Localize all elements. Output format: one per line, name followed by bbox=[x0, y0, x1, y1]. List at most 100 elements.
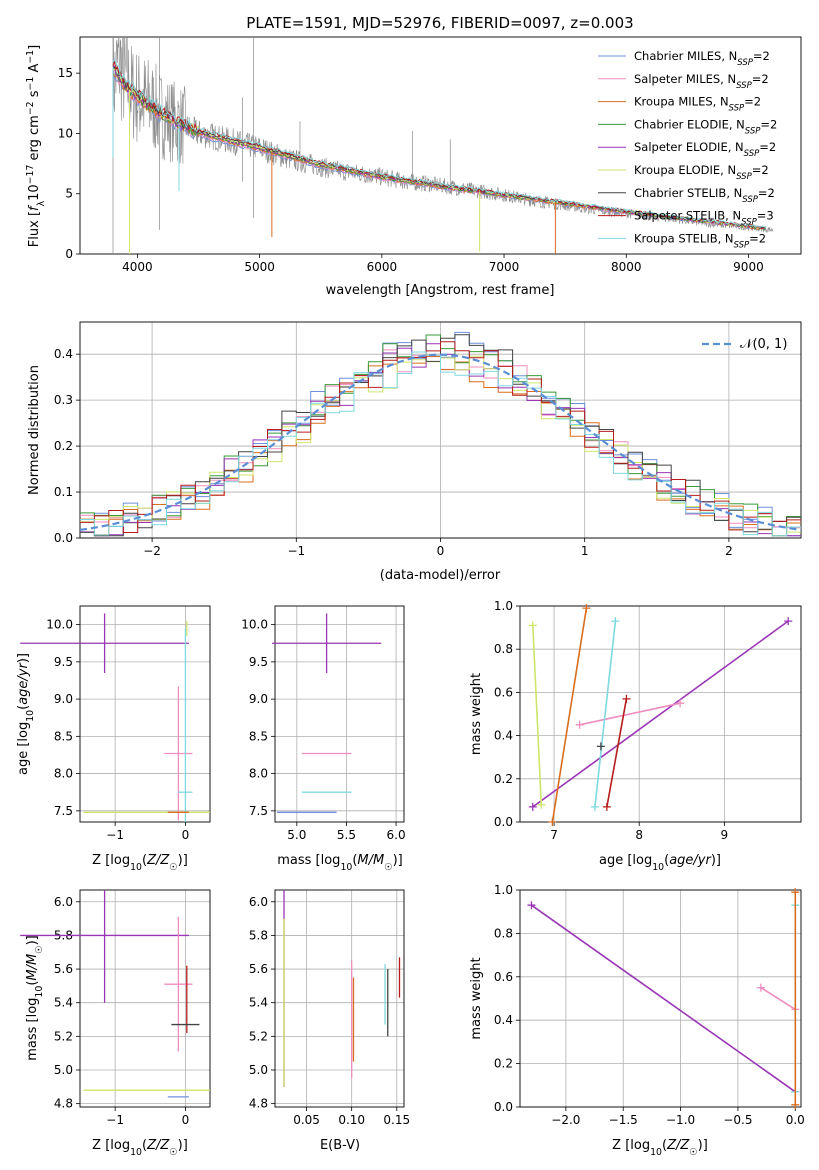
y-tick-label: 0.3 bbox=[54, 393, 73, 407]
x-axis-label: (data-model)/error bbox=[380, 568, 501, 583]
mass-ebv-axes: 0.05 0.10 0.15 4.8 5.0 5.2 5.4 5.6 5.8 6.0 bbox=[249, 889, 410, 1127]
y-axis-label: mass weight bbox=[469, 673, 484, 755]
x-tick-label: −2 bbox=[143, 544, 161, 558]
x-tick-label: 5.5 bbox=[337, 828, 356, 842]
legend-label: Salpeter STELIB, NSSP=3 bbox=[634, 209, 774, 228]
y-tick-label: 5.0 bbox=[249, 1063, 268, 1077]
weight-marker bbox=[582, 604, 591, 613]
x-axis-label: wavelength [Angstrom, rest frame] bbox=[326, 283, 555, 298]
x-tick-label: 0 bbox=[437, 544, 445, 558]
gaussian-curve bbox=[80, 353, 801, 531]
weight-marker bbox=[596, 742, 605, 751]
x-tick-label: −1 bbox=[106, 1113, 124, 1127]
histogram-step bbox=[80, 341, 801, 533]
weight-age-axes-series bbox=[528, 604, 793, 826]
histogram-plot bbox=[80, 331, 801, 537]
y-axis-label: Normed distribution bbox=[27, 365, 42, 495]
x-tick-label: 0.15 bbox=[383, 1113, 410, 1127]
legend-label: Kroupa MILES, NSSP=2 bbox=[634, 95, 761, 114]
weight-marker bbox=[622, 694, 631, 703]
weight-marker bbox=[548, 818, 557, 826]
x-tick-label: 2 bbox=[725, 544, 733, 558]
y-tick-label: 4.8 bbox=[54, 1097, 73, 1111]
x-tick-label: 0 bbox=[182, 1113, 190, 1127]
y-tick-label: 8.0 bbox=[54, 767, 73, 781]
y-tick-label: 0.0 bbox=[494, 1100, 513, 1114]
axes-frame bbox=[79, 321, 802, 539]
y-axis-label: Flux [fλ10−17 erg cm−2 s−1 A−1] bbox=[25, 45, 47, 247]
spectrum-axes: 4000 5000 6000 7000 8000 9000 0 5 10 15 bbox=[58, 36, 802, 274]
y-tick-label: 9.0 bbox=[249, 692, 268, 706]
weight-line bbox=[594, 621, 617, 807]
x-tick-label: 8000 bbox=[611, 260, 642, 274]
weight-marker bbox=[784, 617, 793, 626]
y-tick-label: 0.4 bbox=[54, 347, 73, 361]
y-tick-label: 5.2 bbox=[249, 1029, 268, 1043]
y-axis-label: mass weight bbox=[469, 957, 484, 1039]
weight-line bbox=[531, 904, 796, 1093]
y-tick-label: 6.0 bbox=[249, 895, 268, 909]
x-axis-label: age [log10(age/yr)] bbox=[599, 853, 721, 873]
y-tick-label: 5.4 bbox=[249, 996, 268, 1010]
x-tick-label: 4000 bbox=[122, 260, 153, 274]
weight-line bbox=[579, 702, 681, 726]
histogram-step bbox=[80, 334, 801, 537]
axes-frame bbox=[274, 889, 405, 1108]
weight-line bbox=[760, 986, 796, 1011]
weight-line bbox=[606, 698, 628, 808]
y-tick-label: 1.0 bbox=[494, 883, 513, 897]
x-tick-label: 7000 bbox=[489, 260, 520, 274]
y-tick-label: 10 bbox=[58, 126, 73, 140]
x-axis-label: E(B-V) bbox=[320, 1138, 360, 1153]
legend-label: Chabrier MILES, NSSP=2 bbox=[634, 49, 770, 68]
weight-age-axes: 7 8 9 0.0 0.2 0.4 0.6 0.8 1.0 bbox=[494, 599, 802, 842]
y-tick-label: 9.5 bbox=[249, 655, 268, 669]
chart-title: PLATE=1591, MJD=52976, FIBERID=0097, z=0… bbox=[246, 14, 633, 32]
weight-marker bbox=[537, 800, 546, 809]
axes-frame bbox=[79, 889, 211, 1108]
weight-marker bbox=[602, 802, 611, 811]
y-tick-label: 0.4 bbox=[494, 1013, 513, 1027]
legend-label: Kroupa ELODIE, NSSP=2 bbox=[634, 163, 769, 182]
weight-marker bbox=[791, 1100, 800, 1109]
weight-marker bbox=[791, 888, 800, 897]
y-tick-label: 5 bbox=[65, 187, 73, 201]
weight-line bbox=[532, 625, 543, 805]
x-tick-label: 5000 bbox=[244, 260, 275, 274]
weight-marker bbox=[590, 802, 599, 811]
mass-z-axes-points bbox=[20, 890, 210, 1098]
y-tick-label: 0.0 bbox=[54, 531, 73, 545]
legend-label: Chabrier ELODIE, NSSP=2 bbox=[634, 117, 777, 136]
y-tick-label: 5.8 bbox=[249, 928, 268, 942]
y-tick-label: 10.0 bbox=[241, 618, 268, 632]
axes-frame bbox=[274, 605, 405, 823]
y-tick-label: 0.1 bbox=[54, 485, 73, 499]
y-tick-label: 0.4 bbox=[494, 729, 513, 743]
legend-label: 𝒩(0, 1) bbox=[740, 337, 787, 352]
x-tick-label: −1 bbox=[287, 544, 305, 558]
x-tick-label: −1.5 bbox=[609, 1113, 638, 1127]
y-tick-label: 0.2 bbox=[54, 439, 73, 453]
weight-marker bbox=[756, 983, 765, 992]
x-tick-label: 1 bbox=[581, 544, 589, 558]
y-tick-label: 5.0 bbox=[54, 1063, 73, 1077]
x-tick-label: 5.0 bbox=[287, 828, 306, 842]
x-tick-label: 0.10 bbox=[338, 1113, 365, 1127]
weight-z-axes-series bbox=[527, 888, 800, 1109]
y-tick-label: 0.0 bbox=[494, 815, 513, 829]
model-curve bbox=[112, 58, 766, 229]
y-tick-label: 0.6 bbox=[494, 970, 513, 984]
y-tick-label: 8.0 bbox=[249, 767, 268, 781]
y-tick-label: 0.8 bbox=[494, 642, 513, 656]
y-tick-label: 7.5 bbox=[54, 804, 73, 818]
legend-label: Chabrier STELIB, NSSP=2 bbox=[634, 186, 775, 205]
legend-label: Salpeter ELODIE, NSSP=2 bbox=[634, 140, 776, 159]
weight-marker bbox=[575, 720, 584, 729]
x-tick-label: −0.5 bbox=[723, 1113, 752, 1127]
x-tick-label: 9000 bbox=[733, 260, 764, 274]
y-tick-label: 10.0 bbox=[46, 618, 73, 632]
x-axis-label: mass [log10(M/M☉)] bbox=[277, 853, 403, 873]
axes-frame bbox=[79, 605, 211, 823]
x-tick-label: 0 bbox=[182, 828, 190, 842]
